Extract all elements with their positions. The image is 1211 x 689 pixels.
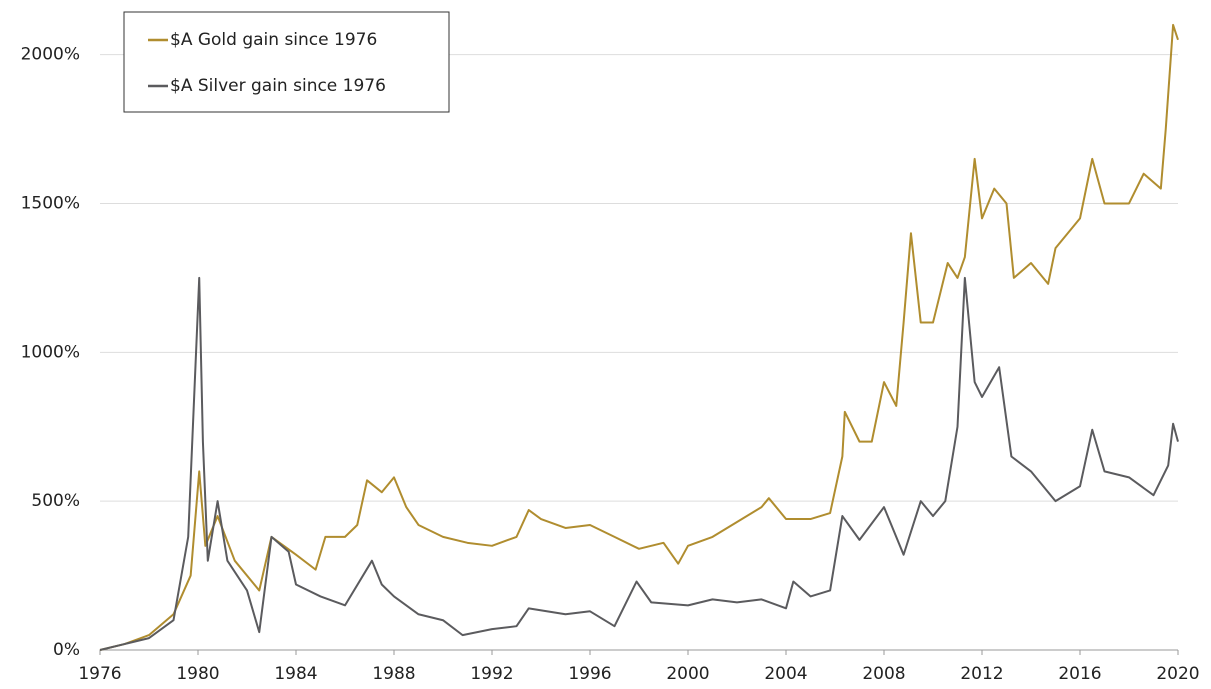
legend-box [123, 11, 450, 113]
x-tick-label: 2008 [862, 664, 905, 684]
legend-label: $A Silver gain since 1976 [170, 76, 386, 96]
x-tick-label: 2000 [666, 664, 709, 684]
series-line [99, 276, 1179, 651]
x-tick-label: 1992 [470, 664, 513, 684]
x-tick-label: 1980 [176, 664, 219, 684]
x-tick-label: 1988 [372, 664, 415, 684]
x-tick-label: 2016 [1058, 664, 1101, 684]
y-tick-label: 1000% [21, 342, 80, 362]
x-tick-label: 2020 [1156, 664, 1199, 684]
x-tick-label: 2004 [764, 664, 807, 684]
y-tick-label: 0% [53, 640, 80, 660]
y-tick-label: 500% [31, 491, 80, 511]
x-tick-label: 2012 [960, 664, 1003, 684]
legend-label: $A Gold gain since 1976 [170, 30, 377, 50]
y-tick-label: 1500% [21, 193, 80, 213]
x-tick-label: 1976 [78, 664, 121, 684]
x-tick-label: 1984 [274, 664, 317, 684]
y-tick-label: 2000% [21, 45, 80, 65]
series-line [99, 23, 1179, 651]
x-tick-label: 1996 [568, 664, 611, 684]
